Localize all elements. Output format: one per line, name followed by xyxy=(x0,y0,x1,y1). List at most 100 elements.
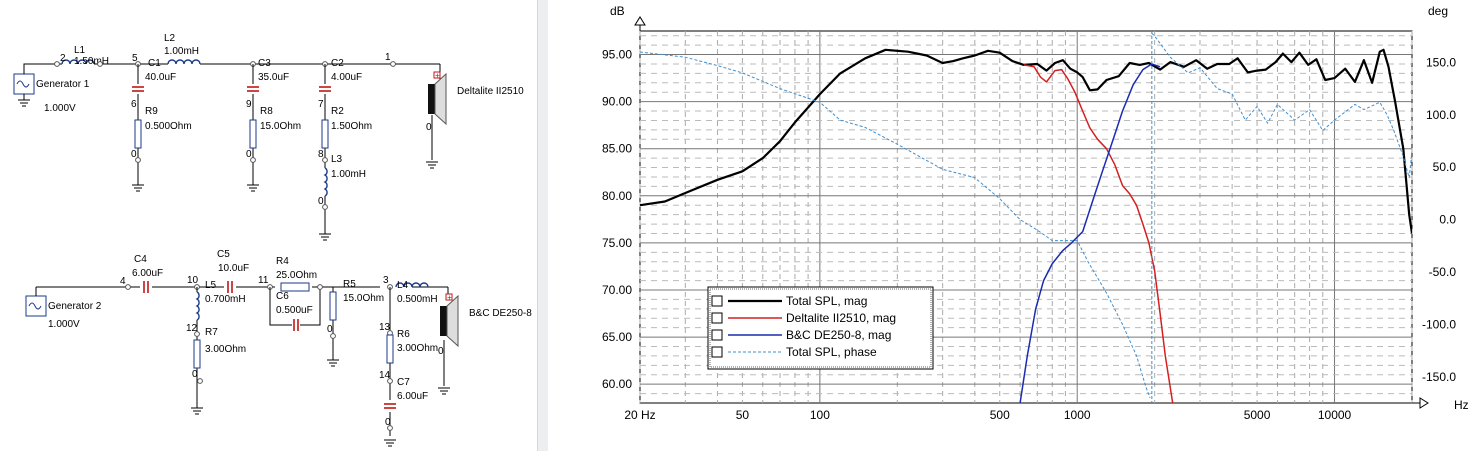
y-axis-arrow xyxy=(634,16,646,26)
node-3: 3 xyxy=(383,275,389,286)
y-tick-label: 75.00 xyxy=(602,236,632,250)
legend-label: Total SPL, mag xyxy=(786,294,867,308)
r6-name: R6 xyxy=(397,329,410,340)
node-6: 6 xyxy=(131,99,137,110)
capacitor-c5[interactable] xyxy=(227,280,233,294)
generator-1[interactable] xyxy=(13,73,35,107)
schematic-panel: Generator 1 1.000V L1 1.50mH L2 1.00mH 2… xyxy=(0,0,548,451)
node-0-f: 0 xyxy=(327,324,333,335)
series-line-3 xyxy=(1019,63,1161,403)
c3-name: C3 xyxy=(258,58,271,69)
node-7: 7 xyxy=(318,99,324,110)
r9-value: 0.500Ohm xyxy=(145,121,192,132)
resistor-r2[interactable] xyxy=(321,119,329,149)
y-axis-label: dB xyxy=(610,4,625,18)
inductor-l5[interactable] xyxy=(196,291,200,321)
y-tick-label: 85.00 xyxy=(602,142,632,156)
legend-label: Deltalite II2510, mag xyxy=(786,311,896,325)
r9-name: R9 xyxy=(145,106,158,117)
node-14: 14 xyxy=(379,370,391,381)
y2-axis-label: deg xyxy=(1428,4,1448,18)
c3-value: 35.0uF xyxy=(258,72,289,83)
node-0-c: 0 xyxy=(318,196,324,207)
node-10: 10 xyxy=(187,275,199,286)
c5-name: C5 xyxy=(217,249,230,260)
y-tick-label: 70.00 xyxy=(602,283,632,297)
svg-text:+: + xyxy=(447,293,452,302)
generator-2[interactable] xyxy=(25,287,47,317)
node-0-e: 0 xyxy=(192,369,198,380)
node-2: 2 xyxy=(60,53,66,64)
series-line-1 xyxy=(640,48,1412,234)
x-tick-label: 20 Hz xyxy=(624,408,655,422)
y2-tick-label: 0.0 xyxy=(1439,213,1456,227)
x-tick-label: 100 xyxy=(810,408,830,422)
c1-value: 40.0uF xyxy=(145,72,176,83)
capacitor-c2[interactable] xyxy=(318,86,332,92)
capacitor-c1[interactable] xyxy=(131,86,145,92)
capacitor-c3[interactable] xyxy=(246,86,260,92)
inductor-l2[interactable] xyxy=(167,59,201,65)
inductor-l3[interactable] xyxy=(324,167,328,197)
x-axis-unit: Hz xyxy=(1454,398,1469,412)
speaker-2-label: B&C DE250-8 xyxy=(469,308,532,319)
capacitor-c6[interactable] xyxy=(293,318,299,332)
x-tick-label: 1000 xyxy=(1064,408,1091,422)
l1-value: 1.50mH xyxy=(74,56,109,67)
l2-value: 1.00mH xyxy=(164,46,199,57)
c2-value: 4.00uF xyxy=(331,72,362,83)
resistor-r7[interactable] xyxy=(193,339,201,369)
x-tick-label: 5000 xyxy=(1244,408,1271,422)
speaker-2-icon[interactable]: + xyxy=(440,293,459,348)
y-tick-label: 95.00 xyxy=(602,48,632,62)
x-axis-arrow xyxy=(1419,397,1429,409)
y-tick-label: 60.00 xyxy=(602,377,632,391)
r7-value: 3.00Ohm xyxy=(205,344,246,355)
speaker-1-icon[interactable]: + xyxy=(428,71,447,126)
l4-name: L4 xyxy=(397,280,409,291)
capacitor-c7[interactable] xyxy=(383,403,397,409)
generator-1-label: Generator 1 xyxy=(36,79,90,90)
chart-series xyxy=(640,31,1412,403)
x-tick-label: 50 xyxy=(736,408,750,422)
r7-name: R7 xyxy=(205,327,218,338)
node-0-g: 0 xyxy=(385,417,391,428)
c7-value: 6.00uF xyxy=(397,391,428,402)
capacitor-c4[interactable] xyxy=(143,280,149,294)
node-9: 9 xyxy=(246,99,252,110)
resistor-r9[interactable] xyxy=(134,119,142,149)
l3-name: L3 xyxy=(331,154,343,165)
y2-tick-label: 50.0 xyxy=(1433,160,1457,174)
legend-checkbox xyxy=(711,346,723,358)
resistor-r6[interactable] xyxy=(386,334,394,364)
svg-text:+: + xyxy=(435,71,440,80)
c7-name: C7 xyxy=(397,377,410,388)
frequency-response-chart: dB deg Hz 95.00 90.00 85.00 80.00 75.00 70.00 65.… xyxy=(548,0,1475,451)
generator-2-voltage: 1.000V xyxy=(48,319,80,330)
r6-value: 3.00Ohm xyxy=(397,343,438,354)
node-0-d: 0 xyxy=(426,122,432,133)
y2-tick-label: -150.0 xyxy=(1422,370,1456,384)
top-circuit: Generator 1 1.000V L1 1.50mH L2 1.00mH 2… xyxy=(13,33,524,241)
r2-value: 1.50Ohm xyxy=(331,121,372,132)
c1-name: C1 xyxy=(148,58,161,69)
y2-tick-label: 150.0 xyxy=(1426,55,1456,69)
y-tick-label: 80.00 xyxy=(602,189,632,203)
series-line-4 xyxy=(640,32,1412,398)
r8-name: R8 xyxy=(260,106,273,117)
l4-value: 0.500mH xyxy=(397,294,438,305)
resistor-r5[interactable] xyxy=(329,291,337,321)
resistor-r4[interactable] xyxy=(280,282,310,292)
legend-inner xyxy=(709,288,932,368)
l5-value: 0.700mH xyxy=(205,294,246,305)
node-0-b: 0 xyxy=(246,149,252,160)
y2-tick-label: -50.0 xyxy=(1429,265,1457,279)
c6-name: C6 xyxy=(276,291,289,302)
bottom-circuit: Generator 2 1.000V C4 6.00uF 4 10 C5 10.… xyxy=(25,249,532,447)
l5-name: L5 xyxy=(205,280,217,291)
c6-value: 0.500uF xyxy=(276,305,313,316)
resistor-r8[interactable] xyxy=(249,119,257,149)
y-tick-label: 90.00 xyxy=(602,95,632,109)
r5-value: 15.0Ohm xyxy=(343,293,384,304)
r4-name: R4 xyxy=(276,256,289,267)
